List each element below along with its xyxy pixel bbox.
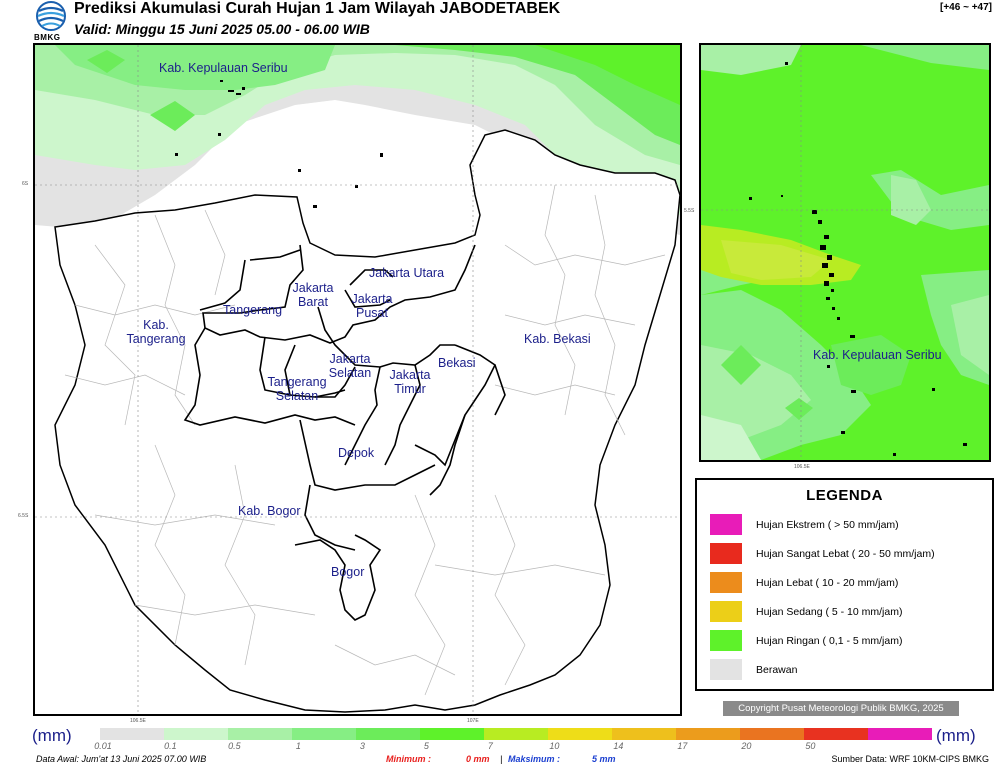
colorbar-tick-label: 3: [359, 741, 365, 751]
label-bekasi: Bekasi: [438, 356, 476, 370]
copyright-note: Copyright Pusat Meteorologi Publik BMKG,…: [723, 701, 959, 716]
rain-light-max: [535, 45, 680, 105]
legend-swatch-lebat: [710, 572, 742, 593]
colorbar-segment: [740, 728, 804, 740]
colorbar-unit-right: (mm): [936, 726, 976, 745]
legend-swatch-sangat-lebat: [710, 543, 742, 564]
max-label: Maksimum :: [508, 754, 561, 764]
inset-label-kab-kepulauan-seribu: Kab. Kepulauan Seribu: [813, 348, 942, 362]
lon-label-107e: 107E: [467, 718, 479, 724]
colorbar-tick-label: 17: [677, 741, 688, 751]
lat-label-65s: 6.5S: [18, 513, 29, 519]
colorbar-tick-label: 7: [487, 741, 493, 751]
district-boundaries: [64, 184, 666, 696]
data-awal: Data Awal: Jum'at 13 Juni 2025 07.00 WIB: [36, 754, 207, 764]
colorbar-tick-label: 5: [423, 741, 429, 751]
colorbar-segment: [228, 728, 292, 740]
colorbar-segment: [292, 728, 356, 740]
label-bogor: Bogor: [331, 565, 365, 579]
islands: [175, 80, 383, 208]
legend-title: LEGENDA: [806, 487, 883, 504]
valid-time: Valid: Minggu 15 Juni 2025 05.00 - 06.00…: [74, 21, 370, 37]
inset-lon-label: 106.5E: [794, 464, 810, 470]
latlon-grid: [35, 45, 680, 714]
colorbar-tick-label: 14: [613, 741, 624, 751]
inset-islands: [749, 62, 967, 456]
legend-label-lebat: Hujan Lebat ( 10 - 20 mm/jam): [756, 577, 899, 589]
label-jakarta-barat: Jakarta Barat: [292, 281, 334, 309]
colorbar-segment: [868, 728, 932, 740]
label-kab-tangerang: Kab. Tangerang: [126, 318, 186, 346]
min-max-separator: |: [500, 754, 503, 764]
colorbar-segment: [804, 728, 868, 740]
colorbar: [100, 728, 932, 740]
data-source: Sumber Data: WRF 10KM-CIPS BMKG: [831, 754, 989, 764]
label-depok: Depok: [338, 446, 375, 460]
colorbar-segment: [548, 728, 612, 740]
inset-lat-label: 5.5S: [684, 208, 695, 214]
rain-light-strong: [55, 45, 335, 90]
main-map[interactable]: Kab. Kepulauan Seribu Jakarta Utara Jaka…: [33, 43, 682, 716]
legend-label-berawan: Berawan: [756, 664, 798, 676]
max-value: 5 mm: [592, 754, 616, 764]
label-kab-bekasi: Kab. Bekasi: [524, 332, 591, 346]
legend-swatch-berawan: [710, 659, 742, 680]
legend-swatch-ringan: [710, 630, 742, 651]
label-kab-bogor: Kab. Bogor: [238, 504, 301, 518]
label-jakarta-pusat: Jakarta Pusat: [351, 292, 393, 320]
colorbar-tick-label: 50: [805, 741, 816, 751]
forecast-range: [+46 ~ +47]: [940, 2, 992, 13]
legend-swatch-ekstrem: [710, 514, 742, 535]
page-title: Prediksi Akumulasi Curah Hujan 1 Jam Wil…: [74, 0, 561, 17]
label-jakarta-utara: Jakarta Utara: [369, 266, 445, 280]
min-value: 0 mm: [466, 754, 490, 764]
colorbar-segment: [420, 728, 484, 740]
lon-label-1065e: 106.5E: [130, 718, 146, 724]
inset-map-canvas: [701, 45, 989, 460]
logo-text: BMKG: [34, 33, 61, 42]
label-kab-kepulauan-seribu: Kab. Kepulauan Seribu: [159, 61, 288, 75]
colorbar-unit-left: (mm): [32, 726, 72, 745]
colorbar-tick-label: 0.01: [94, 741, 112, 751]
label-jakarta-timur: Jakarta Timur: [389, 368, 431, 396]
colorbar-segment: [164, 728, 228, 740]
label-tangerang-selatan: Tangerang Selatan: [267, 375, 327, 403]
colorbar-tick-label: 1: [295, 741, 301, 751]
legend-label-ekstrem: Hujan Ekstrem ( > 50 mm/jam): [756, 519, 899, 531]
colorbar-tick-label: 0.5: [228, 741, 241, 751]
colorbar-tick-label: 0.1: [164, 741, 177, 751]
city-boundaries: [183, 244, 506, 621]
colorbar-tick-label: 20: [741, 741, 752, 751]
colorbar-segment: [484, 728, 548, 740]
main-map-canvas: [35, 45, 680, 714]
bmkg-logo: [36, 1, 66, 31]
legend-label-sedang: Hujan Sedang ( 5 - 10 mm/jam): [756, 606, 903, 618]
inset-map[interactable]: Kab. Kepulauan Seribu: [699, 43, 991, 462]
label-tangerang: Tangerang: [223, 303, 283, 317]
legend-swatch-sedang: [710, 601, 742, 622]
colorbar-segment: [356, 728, 420, 740]
legend-panel: LEGENDA Hujan Ekstrem ( > 50 mm/jam) Huj…: [695, 478, 994, 691]
label-jakarta-selatan: Jakarta Selatan: [328, 352, 372, 380]
colorbar-segment: [612, 728, 676, 740]
legend-label-ringan: Hujan Ringan ( 0,1 - 5 mm/jam): [756, 635, 903, 647]
colorbar-segment: [100, 728, 164, 740]
min-label: Minimum :: [386, 754, 431, 764]
colorbar-tick-label: 10: [549, 741, 560, 751]
legend-label-sangat-lebat: Hujan Sangat Lebat ( 20 - 50 mm/jam): [756, 548, 935, 560]
lat-label-6s-outer: 6S: [22, 181, 29, 187]
colorbar-segment: [676, 728, 740, 740]
